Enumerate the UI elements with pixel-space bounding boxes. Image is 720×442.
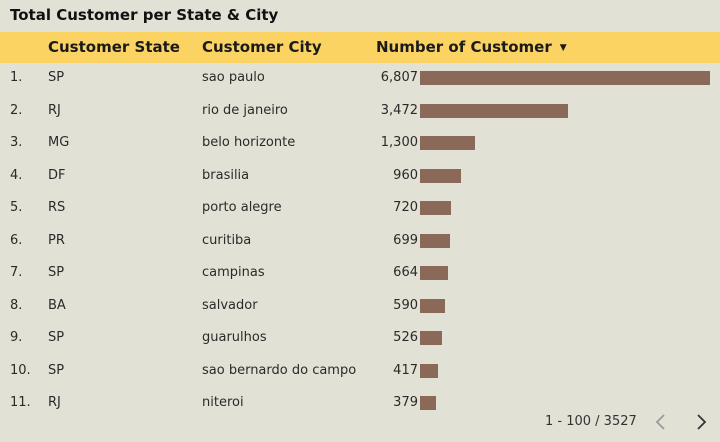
cell-count: 960 <box>393 167 418 183</box>
table-row[interactable]: 3. MG belo horizonte 1,300 <box>0 128 720 161</box>
column-header-number[interactable]: Number of Customer ▼ <box>376 38 567 56</box>
table-row[interactable]: 4. DF brasilia 960 <box>0 161 720 194</box>
row-index: 4. <box>10 167 23 183</box>
count-bar <box>420 136 475 150</box>
chevron-left-icon <box>655 414 665 430</box>
cell-state: SP <box>48 265 65 280</box>
cell-city: rio de janeiro <box>202 102 288 118</box>
count-bar <box>420 298 445 313</box>
table-row[interactable]: 5. RS porto alegre 720 <box>0 193 720 226</box>
table-row[interactable]: 1. SP sao paulo 6,807 <box>0 63 720 96</box>
cell-city: brasilia <box>202 167 250 183</box>
table-row[interactable]: 10. SP sao bernardo do campo 417 <box>0 356 720 389</box>
table-header: Customer State Customer City Number of C… <box>0 32 720 63</box>
cell-state: BA <box>48 297 66 313</box>
count-bar <box>420 201 451 215</box>
row-index: 8. <box>10 297 23 313</box>
column-header-city[interactable]: Customer City <box>202 38 322 56</box>
count-bar <box>420 71 710 85</box>
cell-city: sao paulo <box>202 70 265 85</box>
cell-state: PR <box>48 232 65 248</box>
next-page-button[interactable] <box>689 410 713 434</box>
cell-count: 664 <box>393 265 418 280</box>
table-row[interactable]: 6. PR curitiba 699 <box>0 226 720 259</box>
pagination-label: 1 - 100 / 3527 <box>545 414 637 429</box>
chevron-right-icon <box>697 414 707 430</box>
column-header-number-label: Number of Customer <box>376 38 552 56</box>
count-bar <box>420 233 450 248</box>
cell-city: belo horizonte <box>202 135 296 150</box>
row-index: 11. <box>10 395 31 410</box>
count-bar <box>420 331 442 345</box>
table-row[interactable]: 9. SP guarulhos 526 <box>0 323 720 356</box>
table-body: 1. SP sao paulo 6,807 2. RJ rio de janeiro 3,47… <box>0 63 720 421</box>
cell-state: RS <box>48 200 66 215</box>
cell-state: SP <box>48 70 65 85</box>
count-bar <box>420 396 436 410</box>
cell-city: salvador <box>202 297 258 313</box>
cell-state: MG <box>48 135 70 150</box>
count-bar <box>420 363 438 378</box>
sort-descending-icon: ▼ <box>559 43 567 53</box>
cell-count: 417 <box>393 362 418 378</box>
row-index: 7. <box>10 265 23 280</box>
cell-count: 526 <box>393 330 418 345</box>
previous-page-button[interactable] <box>649 410 673 434</box>
count-bar <box>420 266 448 280</box>
table-row[interactable]: 8. BA salvador 590 <box>0 291 720 324</box>
table-row[interactable]: 11. RJ niteroi 379 <box>0 388 720 421</box>
cell-count: 379 <box>393 395 418 410</box>
cell-city: porto alegre <box>202 200 282 215</box>
row-index: 10. <box>10 362 31 378</box>
cell-city: campinas <box>202 265 265 280</box>
count-bar <box>420 168 461 183</box>
count-bar <box>420 103 568 118</box>
cell-state: DF <box>48 167 66 183</box>
row-index: 2. <box>10 102 23 118</box>
table-title: Total Customer per State & City <box>10 6 279 24</box>
cell-state: SP <box>48 330 65 345</box>
cell-city: guarulhos <box>202 330 267 345</box>
cell-city: curitiba <box>202 232 252 248</box>
column-header-state[interactable]: Customer State <box>48 38 180 56</box>
cell-count: 699 <box>393 232 418 248</box>
row-index: 5. <box>10 200 23 215</box>
row-index: 9. <box>10 330 23 345</box>
cell-count: 3,472 <box>380 102 418 118</box>
row-index: 3. <box>10 135 23 150</box>
cell-count: 1,300 <box>380 135 418 150</box>
table-row[interactable]: 7. SP campinas 664 <box>0 258 720 291</box>
cell-count: 590 <box>393 297 418 313</box>
cell-state: RJ <box>48 102 61 118</box>
cell-state: SP <box>48 362 65 378</box>
cell-count: 6,807 <box>380 70 418 85</box>
table-row[interactable]: 2. RJ rio de janeiro 3,472 <box>0 96 720 129</box>
cell-count: 720 <box>393 200 418 215</box>
row-index: 1. <box>10 70 23 85</box>
cell-city: niteroi <box>202 395 244 410</box>
cell-state: RJ <box>48 395 61 410</box>
row-index: 6. <box>10 232 23 248</box>
cell-city: sao bernardo do campo <box>202 362 357 378</box>
